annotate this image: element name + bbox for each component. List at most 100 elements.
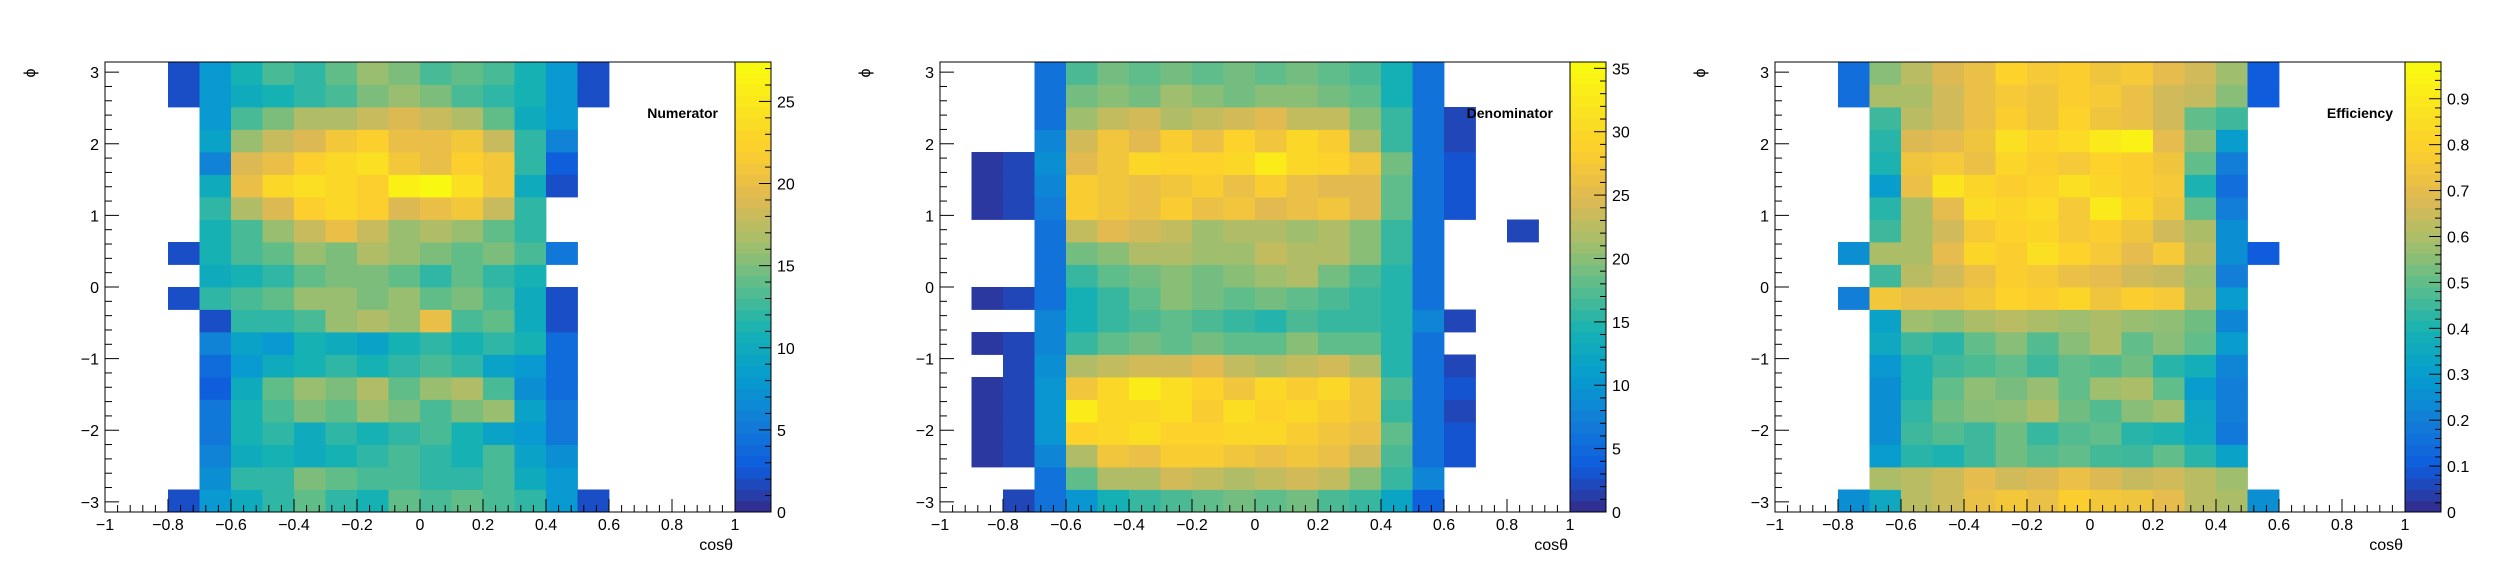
color-scale-band xyxy=(2405,242,2441,254)
heatmap-cell xyxy=(2027,62,2059,85)
color-scale-band xyxy=(2405,84,2441,97)
heatmap-cell xyxy=(2121,422,2154,445)
heatmap-cell xyxy=(1286,489,1319,513)
heatmap-cell xyxy=(199,84,232,108)
heatmap-cell xyxy=(1286,377,1319,400)
heatmap-cell xyxy=(1097,174,1130,198)
color-scale: 0 5 10 15 20 25 30 35 xyxy=(1569,61,1630,522)
heatmap-cell xyxy=(1901,422,1933,445)
heatmap-cell xyxy=(1097,489,1130,513)
heatmap-cell xyxy=(1003,152,1035,175)
y-axis-label: ϕ xyxy=(22,68,39,77)
heatmap-cell xyxy=(451,399,484,423)
heatmap-cell xyxy=(262,264,295,288)
heatmap-cell xyxy=(1349,197,1382,220)
heatmap-cell xyxy=(1129,219,1161,243)
panel-2: −1 −0.8 −0.6 −0.4 −0.2 0 0.2 0.4 0.6 0.8 1 −3 −2 −1 0 1… xyxy=(857,61,1630,554)
heatmap-cell xyxy=(1192,107,1224,130)
heatmap-cell xyxy=(1318,489,1350,513)
heatmap-cell xyxy=(1995,62,2028,85)
color-scale-band xyxy=(1570,264,1606,277)
heatmap-cell xyxy=(1286,444,1319,468)
color-scale-band xyxy=(1570,84,1606,97)
y-tick-label: 1 xyxy=(925,208,934,225)
heatmap-cell xyxy=(514,129,547,153)
color-scale-band xyxy=(735,129,771,142)
heatmap-cell xyxy=(2153,399,2185,423)
heatmap-cell xyxy=(2058,107,2091,130)
z-tick-label: 20 xyxy=(777,177,795,194)
heatmap-cell xyxy=(2121,242,2154,265)
heatmap-cell xyxy=(1995,129,2028,153)
heatmap-cell xyxy=(483,377,515,400)
heatmap-cell xyxy=(357,309,389,333)
heatmap-cell xyxy=(1129,354,1161,378)
heatmap-cell xyxy=(1160,354,1193,378)
heatmap-cell xyxy=(1349,332,1382,355)
heatmap-cell xyxy=(388,107,421,130)
heatmap-cell xyxy=(1160,197,1193,220)
heatmap-cell xyxy=(2121,174,2154,198)
heatmap-cell xyxy=(1318,354,1350,378)
color-scale-band xyxy=(735,275,771,288)
heatmap-cell xyxy=(1901,377,1933,400)
heatmap-cell xyxy=(2184,62,2217,85)
heatmap-cell xyxy=(1444,444,1476,468)
heatmap-cell xyxy=(2090,489,2122,513)
heatmap-cell xyxy=(1066,287,1098,310)
heatmap-cell xyxy=(1318,107,1350,130)
panel-1: −1 −0.8 −0.6 −0.4 −0.2 0 0.2 0.4 0.6 0.8 1 −3 −2 −1 0 1… xyxy=(22,61,795,554)
heatmap-cell xyxy=(2216,377,2248,400)
heatmap-cell xyxy=(1129,242,1161,265)
heatmap-cell xyxy=(1255,444,1287,468)
heatmap-cell xyxy=(325,467,358,490)
heatmap-cell xyxy=(199,287,232,310)
color-scale-band xyxy=(1570,399,1606,412)
z-tick-label: 15 xyxy=(1612,315,1630,332)
z-tick-label: 0.9 xyxy=(2447,92,2469,109)
heatmap-cell xyxy=(1160,377,1193,400)
heatmap-cell xyxy=(1223,174,1256,198)
heatmap-cell xyxy=(1034,332,1067,355)
heatmap-cell xyxy=(294,264,326,288)
heatmap-cell xyxy=(1066,197,1098,220)
heatmap-cell xyxy=(199,197,232,220)
x-tick-label: −0.8 xyxy=(987,517,1019,534)
heatmap-cell xyxy=(1381,264,1413,288)
heatmap-cell xyxy=(262,129,295,153)
heatmap-cell xyxy=(2153,174,2185,198)
heatmap-cell xyxy=(1129,152,1161,175)
heatmap-cell xyxy=(451,489,484,513)
heatmap-cell xyxy=(1066,62,1098,85)
heatmap-cell xyxy=(420,197,452,220)
color-scale-band xyxy=(1570,455,1606,468)
heatmap-cell xyxy=(1066,264,1098,288)
heatmap-cell xyxy=(2153,287,2185,310)
heatmap-cell xyxy=(2027,309,2059,333)
color-scale-band xyxy=(2405,197,2441,209)
heatmap-cell xyxy=(2058,219,2091,243)
heatmap-cell xyxy=(1349,444,1382,468)
x-tick-label: −0.2 xyxy=(2011,517,2043,534)
heatmap-cell xyxy=(2058,264,2091,288)
heatmap-cell xyxy=(231,197,263,220)
color-scale-band xyxy=(1570,275,1606,288)
heatmap-cell xyxy=(1412,62,1445,85)
heatmap-cell xyxy=(420,399,452,423)
heatmap-cell xyxy=(1097,444,1130,468)
x-tick-label: −1 xyxy=(96,517,114,534)
heatmap-cell xyxy=(1869,107,1902,130)
color-scale-band xyxy=(2405,152,2441,164)
heatmap-cell xyxy=(1255,264,1287,288)
heatmap-cell xyxy=(1995,489,2028,513)
heatmap-cell xyxy=(1066,174,1098,198)
z-tick-label: 0.3 xyxy=(2447,367,2469,384)
heatmap-cell xyxy=(451,309,484,333)
y-tick-label: −1 xyxy=(1751,352,1769,369)
heatmap-cell xyxy=(1838,287,1870,310)
heatmap-cell xyxy=(1192,152,1224,175)
heatmap-cell xyxy=(1318,444,1350,468)
heatmap-cell xyxy=(451,242,484,265)
color-scale-band xyxy=(735,208,771,220)
